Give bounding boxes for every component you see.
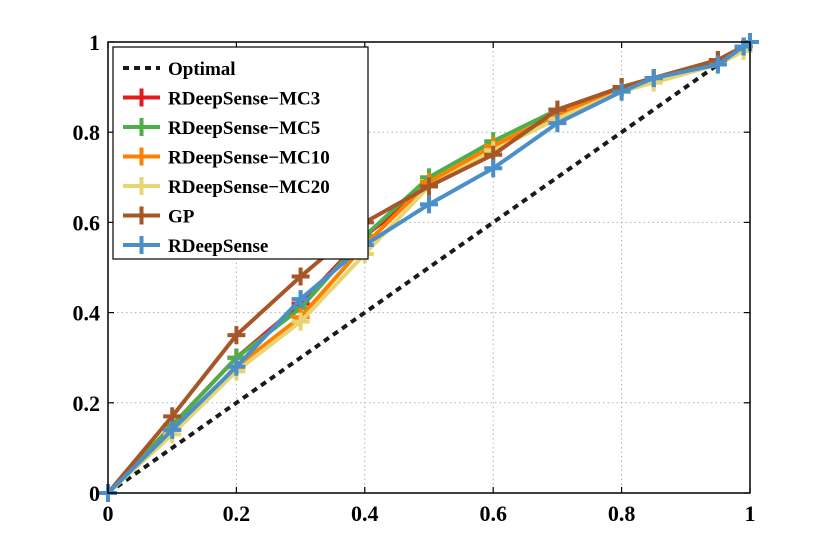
legend-rdeepsense-mc10: RDeepSense−MC10 [123,147,330,169]
y-tick-label: 1 [89,30,100,55]
y-tick-label: 0.4 [73,301,101,326]
plot-frame [107,41,751,494]
y-tick-label: 0.8 [73,120,101,145]
legend-rdeepsense-mc20: RDeepSense−MC20 [123,177,330,198]
x-tick-label: 0.4 [351,501,379,526]
axis-ticks: 0 0.2 0.4 0.6 0.8 1 0 0.2 0.4 0.6 0.8 1 [73,30,756,526]
legend-rdeepsense-label: RDeepSense [168,236,268,257]
x-tick-label: 0.8 [608,501,636,526]
y-tick-label: 0.6 [73,210,101,235]
grid-lines [108,42,750,493]
x-tick-label: 1 [745,501,756,526]
y-tick-label: 0.2 [73,391,101,416]
x-tick-label: 0.2 [223,501,251,526]
legend-rdeepsense-mc20-label: RDeepSense−MC20 [168,177,330,198]
series-optimal [106,40,752,495]
legend-rdeepsense-mc10-label: RDeepSense−MC10 [168,148,330,169]
legend-gp-label: GP [168,207,195,228]
legend-rdeepsense-mc3-label: RDeepSense−MC3 [168,89,320,110]
legend-rdeepsense-mc5: RDeepSense−MC5 [123,118,320,139]
legend-rdeepsense-mc3: RDeepSense−MC3 [123,88,320,110]
legend-gp: GP [123,206,195,228]
legend-rdeepsense-mc5-label: RDeepSense−MC5 [168,118,320,139]
y-tick-label: 0 [89,481,100,506]
series-optimal-line [106,40,752,495]
legend-rdeepsense: RDeepSense [123,236,268,257]
legend-box [112,46,369,260]
x-tick-label: 0 [103,501,114,526]
legend: Optimal RDeepSense−MC3 RDeepSense−MC5 RDeep… [112,46,369,260]
legend-optimal-label: Optimal [168,59,236,80]
x-tick-label: 0.6 [479,501,507,526]
legend-optimal: Optimal [123,59,236,80]
